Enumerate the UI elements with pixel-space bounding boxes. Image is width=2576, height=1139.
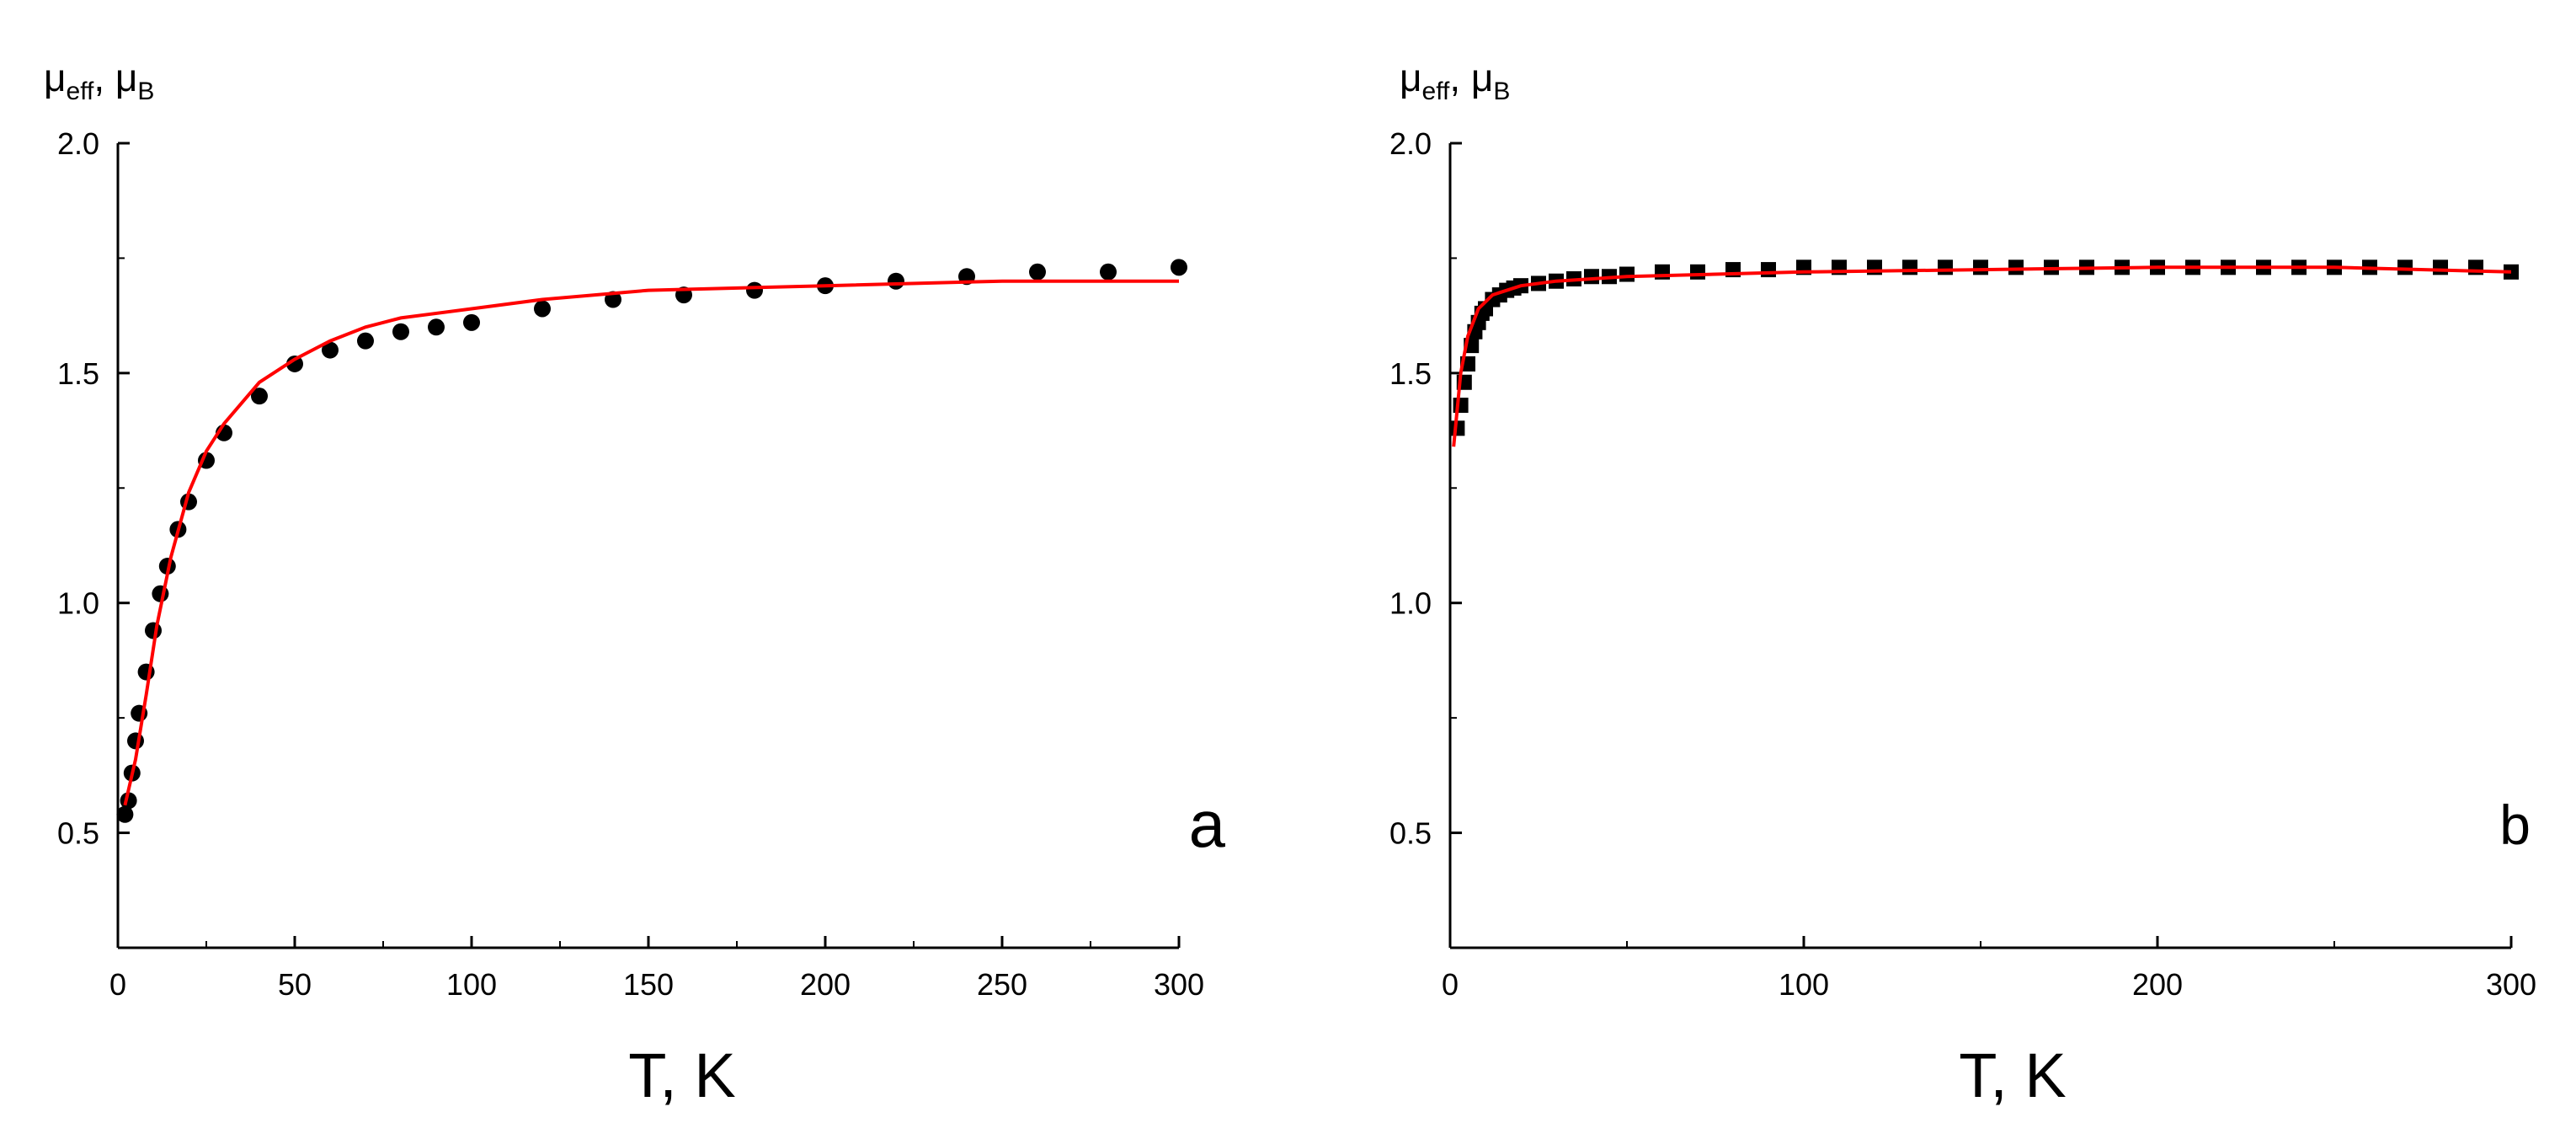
data-point-b [1761,262,1776,278]
y-axis-label-a-unit-sub: B [137,78,154,105]
x-tick-label-a: 0 [109,967,126,1002]
x-tick-label-a: 100 [446,967,497,1002]
axes-a [116,142,1181,949]
panel-a-letter: a [1189,787,1226,861]
data-point-b [1690,264,1705,280]
panel-b-letter: b [2499,794,2531,856]
panel-b: 0 100 200 300 0.5 1.0 1.5 2.0 b μeff, μB T, K [1389,56,2536,1110]
x-tick-label-a: 300 [1154,967,1204,1002]
data-point-a [392,323,409,340]
data-point-a [286,355,303,372]
data-point-b [1619,266,1635,282]
data-point-a [888,272,904,290]
y-tick-labels-a: 0.5 1.0 1.5 2.0 [57,126,99,851]
data-point-b [1902,259,1917,275]
y-tick-label-a: 1.0 [57,586,99,621]
y-axis-label-a-main-sub: eff [67,78,94,105]
data-point-b [1973,259,1988,275]
panel-a: 0 50 100 150 200 250 300 0.5 1.0 1.5 2.0 a μeff, … [44,56,1226,1110]
data-point-a [116,805,134,823]
data-point-b [2397,259,2413,275]
y-axis-label-a-main: μ [44,56,67,99]
data-point-a [357,332,374,350]
y-tick-label-b: 1.5 [1389,356,1432,391]
data-point-a [1171,259,1187,276]
x-tick-label-b: 0 [1442,967,1459,1002]
y-tick-labels-b: 0.5 1.0 1.5 2.0 [1389,126,1432,851]
data-point-a [428,318,445,336]
data-point-b [1584,269,1599,285]
data-point-a [322,341,339,359]
x-tick-label-a: 250 [977,967,1027,1002]
y-axis-label-a: μeff, μB [44,56,154,105]
data-point-a [1100,263,1117,281]
data-point-a [251,388,268,405]
y-tick-label-b: 2.0 [1389,126,1432,161]
x-tick-label-a: 150 [623,967,674,1002]
data-point-b [2008,259,2024,275]
x-axis-label-a: T, K [628,1040,735,1110]
data-point-a [463,313,480,331]
y-tick-label-b: 0.5 [1389,816,1432,851]
data-point-a [746,281,763,299]
y-tick-label-a: 0.5 [57,816,99,851]
data-point-a [534,300,551,318]
data-series-b [1449,259,2519,447]
data-point-a [1029,263,1046,281]
y-axis-label-a-sep: , μ [93,56,137,99]
data-point-a [145,622,162,639]
y-axis-label-b-sep: , μ [1449,56,1493,99]
x-tick-labels-b: 0 100 200 300 [1442,967,2536,1002]
x-tick-label-a: 200 [800,967,851,1002]
x-tick-label-a: 50 [278,967,312,1002]
x-tick-label-b: 200 [2132,967,2183,1002]
data-point-b [2433,259,2448,275]
y-tick-label-a: 2.0 [57,126,99,161]
fit-curve-b [1452,265,2512,447]
x-tick-labels-a: 0 50 100 150 200 250 300 [109,967,1204,1002]
y-axis-label-b-unit-sub: B [1493,78,1510,105]
y-tick-label-a: 1.5 [57,356,99,391]
axes-b [1448,142,2513,949]
x-tick-label-b: 300 [2486,967,2536,1002]
x-axis-label-b: T, K [1959,1040,2066,1110]
y-axis-label-b-main-sub: eff [1422,78,1450,105]
fit-curve-a [123,279,1179,806]
y-axis-label-b-main: μ [1400,56,1422,99]
data-point-a [127,732,144,750]
y-tick-label-b: 1.0 [1389,586,1432,621]
data-series-a [116,259,1187,823]
data-point-b [1453,398,1469,414]
y-axis-label-b: μeff, μB [1400,56,1510,105]
x-tick-label-b: 100 [1779,967,1829,1002]
data-point-b [1938,259,1953,275]
